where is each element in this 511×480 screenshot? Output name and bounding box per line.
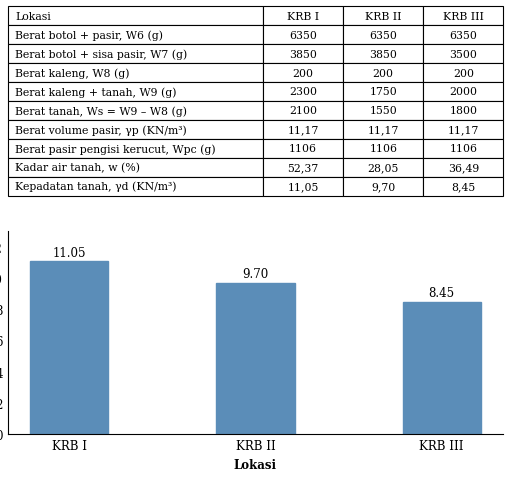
Bar — [403, 302, 481, 434]
Text: 9.70: 9.70 — [242, 267, 269, 280]
Text: 8.45: 8.45 — [429, 287, 455, 300]
Bar — [216, 283, 295, 434]
Text: 11.05: 11.05 — [53, 246, 86, 259]
Bar — [30, 262, 108, 434]
X-axis label: Lokasi: Lokasi — [234, 458, 277, 471]
